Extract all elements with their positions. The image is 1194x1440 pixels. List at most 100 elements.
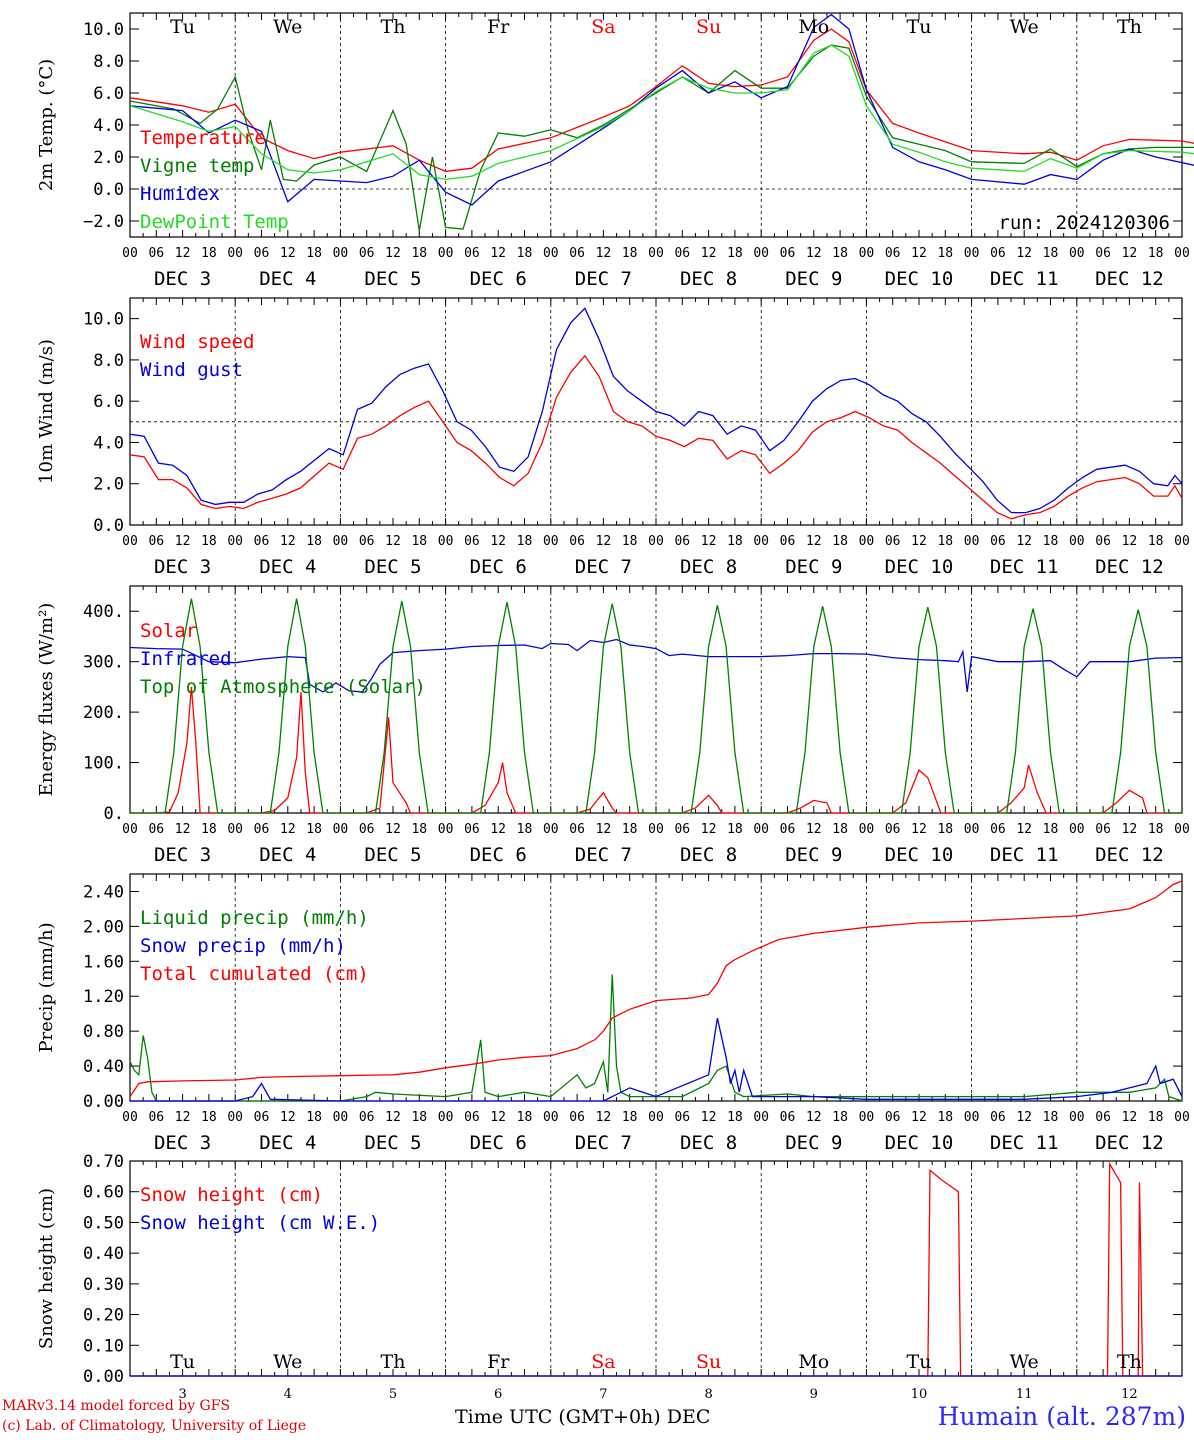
- hour-tick-label: 06: [359, 534, 375, 549]
- hour-tick-label: 00: [859, 534, 875, 549]
- day-number: 11: [1016, 1387, 1033, 1402]
- hour-tick-label: 12: [806, 246, 822, 261]
- y-tick-label: 2.00: [83, 917, 124, 937]
- hour-tick-label: 12: [1016, 534, 1032, 549]
- y-tick-label: 0.40: [83, 1057, 124, 1077]
- hour-tick-label: 18: [1043, 246, 1059, 261]
- hour-tick-label: 06: [674, 822, 690, 837]
- hour-tick-label: 00: [964, 246, 980, 261]
- series-line: [129, 880, 1183, 1097]
- y-tick-label: 1.20: [83, 987, 124, 1007]
- hour-tick-label: 00: [648, 534, 664, 549]
- hour-tick-label: 06: [780, 534, 796, 549]
- hour-tick-label: 18: [727, 246, 743, 261]
- hour-tick-label: 18: [937, 1110, 953, 1125]
- y-tick-label: 4.0: [93, 433, 124, 453]
- hour-tick-label: 06: [990, 246, 1006, 261]
- hour-tick-label: 06: [359, 1110, 375, 1125]
- hour-tick-label: 06: [254, 534, 270, 549]
- hour-tick-label: 06: [148, 246, 164, 261]
- run-annotation: run: 2024120306: [998, 212, 1170, 234]
- series-line: [130, 1161, 1182, 1377]
- date-label: DEC 11: [990, 268, 1059, 290]
- date-label: DEC 9: [785, 1132, 842, 1154]
- hour-tick-label: 06: [885, 534, 901, 549]
- y-axis-label: Snow height (cm): [36, 1188, 57, 1349]
- series-line: [129, 638, 1183, 693]
- y-tick-label: 0.40: [83, 1244, 124, 1264]
- lab-credit: (c) Lab. of Climatology, University of L…: [2, 1418, 307, 1434]
- hour-tick-label: 06: [148, 822, 164, 837]
- hour-tick-label: 00: [859, 1110, 875, 1125]
- hour-tick-label: 12: [1122, 246, 1138, 261]
- hour-tick-label: 00: [1174, 1110, 1190, 1125]
- x-axis-label: Time UTC (GMT+0h) DEC: [455, 1406, 711, 1428]
- series-line: [130, 1017, 1183, 1102]
- day-number: 6: [494, 1387, 502, 1402]
- hour-tick-label: 00: [438, 246, 454, 261]
- hour-tick-label: 12: [596, 534, 612, 549]
- hour-tick-label: 12: [490, 1110, 506, 1125]
- hour-tick-label: 06: [464, 246, 480, 261]
- hour-tick-label: 00: [1174, 246, 1190, 261]
- hour-tick-label: 12: [701, 1110, 717, 1125]
- date-label: DEC 10: [885, 844, 954, 866]
- hour-tick-label: 18: [1043, 534, 1059, 549]
- hour-tick-label: 18: [411, 246, 427, 261]
- legend-entry: Top of Atmosphere (Solar): [140, 676, 426, 698]
- y-tick-label: 0.: [104, 804, 124, 824]
- hour-tick-label: 00: [438, 534, 454, 549]
- hour-tick-label: 18: [832, 822, 848, 837]
- date-label: DEC 4: [259, 844, 316, 866]
- legend-entry: Snow precip (mm/h): [140, 935, 346, 957]
- hour-tick-label: 12: [1016, 246, 1032, 261]
- panel-frame: [129, 12, 1183, 238]
- date-label: DEC 8: [680, 844, 737, 866]
- hour-tick-label: 18: [306, 246, 322, 261]
- legend-entry: Solar: [140, 620, 197, 642]
- hour-tick-label: 06: [1095, 534, 1111, 549]
- hour-tick-label: 00: [1069, 534, 1085, 549]
- hour-tick-label: 18: [727, 534, 743, 549]
- y-tick-label: 0.60: [83, 1183, 124, 1203]
- day-number: 10: [911, 1387, 928, 1402]
- hour-tick-label: 00: [859, 246, 875, 261]
- date-label: DEC 12: [1095, 268, 1164, 290]
- hour-tick-label: 06: [1095, 822, 1111, 837]
- hour-tick-label: 12: [1122, 1110, 1138, 1125]
- hour-tick-label: 12: [701, 534, 717, 549]
- hour-tick-label: 00: [438, 1110, 454, 1125]
- hour-tick-label: 18: [201, 822, 217, 837]
- date-label: DEC 8: [680, 1132, 737, 1154]
- hour-tick-label: 18: [411, 1110, 427, 1125]
- hour-tick-label: 06: [254, 246, 270, 261]
- hour-tick-label: 00: [964, 1110, 980, 1125]
- hour-tick-label: 18: [622, 246, 638, 261]
- y-tick-label: 0.10: [83, 1336, 124, 1356]
- y-tick-label: 0.20: [83, 1306, 124, 1326]
- legend-entry: Humidex: [140, 183, 220, 205]
- y-tick-label: −2.0: [83, 212, 124, 232]
- legend-entry: Vigne temp: [140, 155, 254, 177]
- hour-tick-label: 06: [780, 1110, 796, 1125]
- series-line: [129, 354, 1183, 520]
- hour-tick-label: 06: [780, 822, 796, 837]
- day-name: Mo: [798, 1351, 829, 1373]
- y-tick-label: 8.0: [93, 52, 124, 72]
- y-tick-label: 10.0: [83, 310, 124, 330]
- y-tick-label: 1.60: [83, 952, 124, 972]
- hour-tick-label: 18: [306, 822, 322, 837]
- day-name: We: [1010, 1351, 1039, 1373]
- legend-entry: Snow height (cm): [140, 1184, 323, 1206]
- date-label: DEC 9: [785, 556, 842, 578]
- hour-tick-label: 12: [385, 534, 401, 549]
- hour-tick-label: 06: [1095, 1110, 1111, 1125]
- y-tick-label: 10.0: [83, 20, 124, 40]
- y-tick-label: 0.00: [83, 1367, 124, 1387]
- hour-tick-label: 18: [937, 822, 953, 837]
- date-label: DEC 10: [885, 1132, 954, 1154]
- y-axis-label: Precip (mm/h): [36, 922, 57, 1052]
- day-name: Tu: [170, 16, 195, 38]
- hour-tick-label: 18: [517, 246, 533, 261]
- hour-tick-label: 12: [175, 246, 191, 261]
